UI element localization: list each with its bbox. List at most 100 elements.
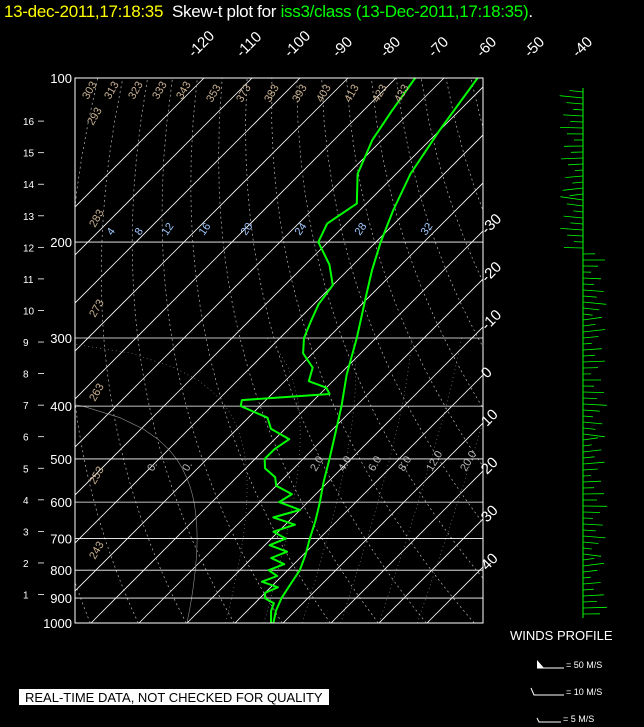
dry-adiabat-line <box>321 78 483 524</box>
moist-adiabat-label: 0. <box>145 460 160 474</box>
dry-adiabat-label: 413 <box>342 83 362 105</box>
dry-adiabat-line <box>496 78 644 623</box>
dry-adiabat-line <box>161 78 283 623</box>
pressure-tick-label: 500 <box>50 452 72 467</box>
height-tick-label: 9 <box>23 338 29 349</box>
wind-barb <box>568 163 584 166</box>
pressure-tick-label: 1000 <box>43 616 72 631</box>
wind-legend-10: = 10 M/S <box>530 685 602 697</box>
dry-adiabat-label: 313 <box>102 80 122 102</box>
isotherm-line <box>75 78 301 304</box>
dry-adiabat-line <box>75 78 139 623</box>
winds-profile-label: WINDS PROFILE <box>510 628 613 643</box>
wind-barb <box>582 553 602 557</box>
pressure-tick-label: 900 <box>50 591 72 606</box>
dry-adiabat-label: 323 <box>126 80 146 102</box>
wind-barb <box>582 576 591 579</box>
wind-barb <box>582 588 594 591</box>
title-time: 13-dec-2011,17:18:35 <box>4 2 164 21</box>
height-tick-label: 3 <box>23 527 29 538</box>
wind-barb <box>582 354 595 357</box>
height-tick-label: 7 <box>23 401 29 412</box>
mixing-ratio-label: 16 <box>197 221 214 238</box>
pressure-tick-label: 600 <box>50 495 72 510</box>
wind-barb <box>570 121 584 123</box>
wind-barb <box>563 215 584 219</box>
isotherm-line <box>75 78 253 256</box>
isotherm-line <box>186 326 483 623</box>
wind-barb <box>582 480 601 483</box>
height-tick-label: 8 <box>23 370 29 381</box>
top-temp-label: -120 <box>185 28 218 61</box>
wind-barb <box>563 247 584 249</box>
wind-barb <box>582 582 601 585</box>
mixing-ratio-label: 8 <box>133 226 146 238</box>
wind-barb <box>582 601 597 603</box>
wind-barb <box>569 193 584 197</box>
pressure-tick-label: 800 <box>50 563 72 578</box>
top-temp-label: -90 <box>329 33 356 60</box>
wind-barb <box>582 421 603 425</box>
dry-adiabat-label: 293 <box>85 106 105 128</box>
moist-adiabat-label: 20.0 <box>458 449 479 474</box>
title-station: iss3/class <box>280 2 352 21</box>
wind-barb <box>582 348 602 351</box>
moist-adiabat-label: 6.0 <box>366 454 384 473</box>
dry-adiabat-line <box>346 78 483 467</box>
moist-adiabat-line <box>340 337 412 623</box>
wind-barb <box>563 114 584 117</box>
wind-barb <box>582 562 604 567</box>
dry-adiabat-line <box>190 78 331 623</box>
dry-adiabat-label: 373 <box>234 83 254 105</box>
pressure-tick-label: 200 <box>50 235 72 250</box>
right-temp-label: -30 <box>478 210 505 237</box>
wind-barb <box>582 569 598 573</box>
top-temp-label: -50 <box>521 33 548 60</box>
moist-adiabat-label: 0. <box>180 460 195 474</box>
dewpoint-trace <box>239 78 417 623</box>
mixing-ratio-label: 12 <box>160 221 177 238</box>
height-tick-label: 6 <box>23 433 29 444</box>
moist-adiabat-line <box>417 420 483 623</box>
dry-adiabat-line <box>470 78 483 129</box>
wind-barb <box>582 316 602 321</box>
wind-legend-50: = 50 M/S <box>536 658 602 670</box>
wind-barb <box>582 313 593 316</box>
dry-adiabat-line <box>75 580 91 623</box>
dry-adiabat-line <box>218 78 379 623</box>
isotherm-line <box>378 518 483 623</box>
mixing-ratio-label: 24 <box>293 221 310 238</box>
height-tick-label: 1 <box>23 590 29 601</box>
right-temp-label: 30 <box>478 502 502 526</box>
temperature-trace <box>272 78 479 623</box>
wind-barb <box>565 175 584 178</box>
dry-adiabat-label: 403 <box>314 83 334 105</box>
wind-barb <box>573 210 584 213</box>
winds-profile <box>559 88 608 618</box>
right-temp-label: 10 <box>478 406 502 430</box>
title-label: Skew-t plot for <box>171 2 277 21</box>
wind-barb <box>575 169 584 171</box>
isotherm-line <box>234 374 483 623</box>
wind-barb <box>582 437 599 441</box>
dry-adiabat-label: 303 <box>80 80 100 102</box>
dry-adiabat-line <box>420 78 483 283</box>
right-temp-label: -10 <box>478 306 505 333</box>
dry-adiabat-label: 423 <box>370 83 390 105</box>
wind-barb <box>582 461 605 465</box>
height-tick-label: 16 <box>23 117 35 128</box>
height-tick-label: 15 <box>23 149 35 160</box>
wind-barb <box>582 336 599 339</box>
wind-barb <box>567 234 584 237</box>
wind-barb <box>561 157 584 160</box>
mixing-ratio-label: 20 <box>239 221 256 238</box>
pressure-tick-label: 300 <box>50 331 72 346</box>
wind-barb <box>582 277 601 280</box>
wind-barb <box>582 594 604 597</box>
wind-barb <box>560 196 584 201</box>
wind-barb <box>582 541 599 544</box>
wind-barb <box>570 222 584 225</box>
dry-adiabat-line <box>245 78 427 623</box>
isotherm-line <box>330 470 483 623</box>
